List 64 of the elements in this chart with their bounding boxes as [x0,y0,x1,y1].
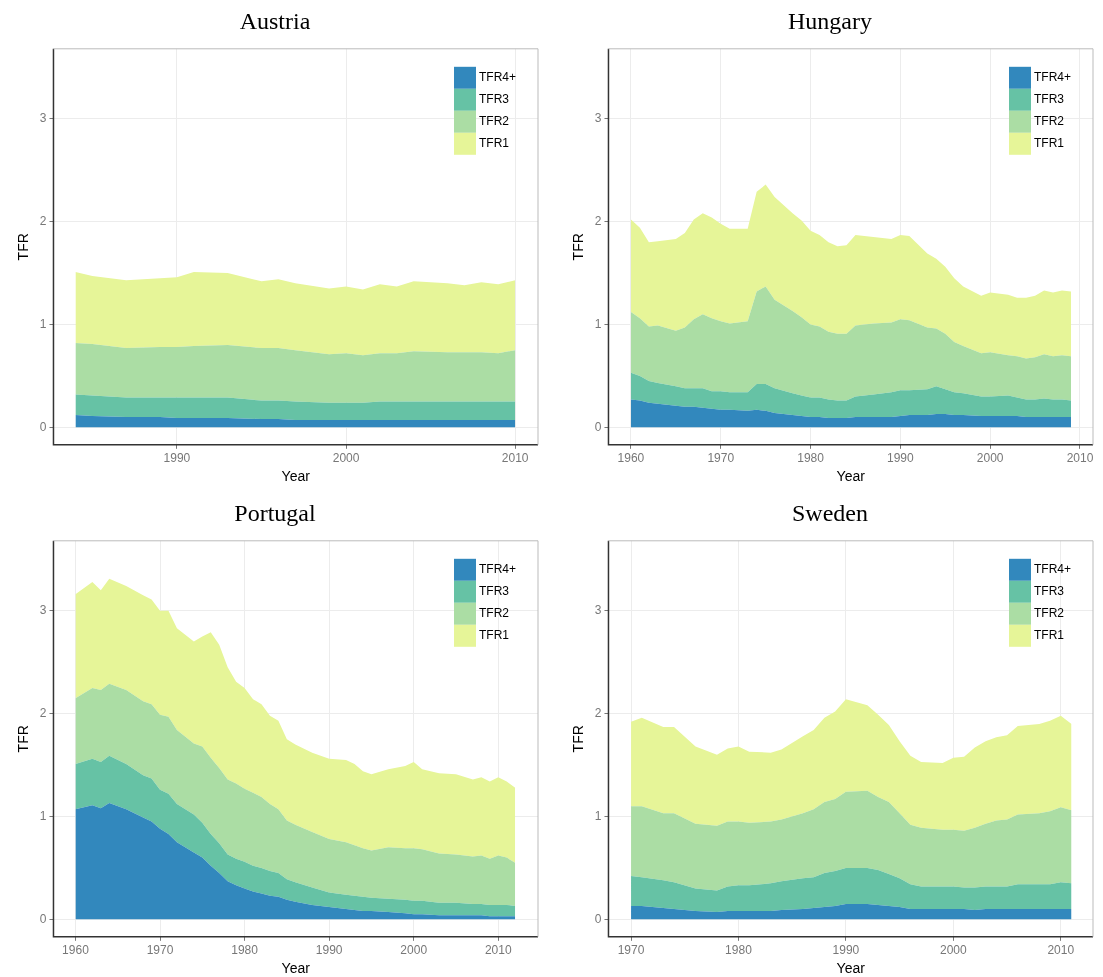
legend-label: TFR4+ [1034,562,1072,577]
x-tick-label: 1990 [887,451,915,466]
legend-label: TFR4+ [1034,70,1072,85]
legend-label: TFR4+ [479,70,517,85]
chart-title: Sweden [792,499,868,526]
x-axis-title: Year [281,960,311,977]
y-tick-label: 0 [39,911,47,926]
chart-title: Portugal [234,499,316,526]
x-tick-label: 1990 [832,943,860,958]
x-tick-label: 2010 [1047,943,1075,958]
y-tick-label: 0 [594,911,602,926]
legend-label: TFR4+ [479,562,517,577]
y-tick-label: 3 [594,111,602,126]
legend-label: TFR1 [479,628,510,643]
legend-label: TFR3 [1034,92,1065,107]
x-axis-title: Year [281,468,311,485]
legend-label: TFR3 [479,584,510,599]
x-tick-label: 2010 [501,451,529,466]
x-tick-label: 1960 [617,451,645,466]
x-tick-label: 2000 [976,451,1004,466]
y-tick-label: 1 [594,316,602,331]
legend-label: TFR2 [479,606,510,621]
x-tick-label: 1980 [797,451,825,466]
chart-title: Hungary [788,7,872,34]
y-axis-title: TFR [15,725,32,753]
legend-label: TFR2 [1034,606,1065,621]
chart-title: Austria [239,7,311,34]
x-tick-label: 1960 [62,943,90,958]
y-tick-label: 3 [39,603,47,618]
x-tick-label: 1990 [315,943,343,958]
x-tick-label: 1970 [707,451,735,466]
legend-label: TFR1 [479,136,510,151]
y-axis-title: TFR [570,725,587,753]
x-tick-label: 1980 [231,943,259,958]
x-tick-label: 2010 [484,943,512,958]
x-axis-title: Year [836,468,866,485]
x-tick-label: 2010 [1066,451,1094,466]
y-tick-label: 0 [39,419,47,434]
legend-label: TFR3 [1034,584,1065,599]
y-tick-label: 0 [594,419,602,434]
y-tick-label: 2 [594,213,602,228]
y-tick-label: 2 [594,705,602,720]
legend-label: TFR1 [1034,628,1065,643]
x-tick-label: 2000 [332,451,360,466]
y-tick-label: 1 [39,808,47,823]
y-tick-label: 1 [594,808,602,823]
x-tick-label: 1990 [163,451,191,466]
y-axis-title: TFR [15,233,32,261]
x-tick-label: 1970 [617,943,645,958]
y-tick-label: 2 [39,705,47,720]
x-tick-label: 1980 [725,943,753,958]
legend-label: TFR3 [479,92,510,107]
x-tick-label: 1970 [146,943,174,958]
x-axis-title: Year [836,960,866,977]
y-tick-label: 1 [39,316,47,331]
x-tick-label: 2000 [939,943,968,958]
y-tick-label: 3 [39,111,47,126]
y-tick-label: 2 [39,213,47,228]
y-axis-title: TFR [570,233,587,261]
y-tick-label: 3 [594,603,602,618]
legend-label: TFR2 [1034,114,1065,129]
legend-label: TFR2 [479,114,510,129]
legend-label: TFR1 [1034,136,1065,151]
x-tick-label: 2000 [400,943,428,958]
